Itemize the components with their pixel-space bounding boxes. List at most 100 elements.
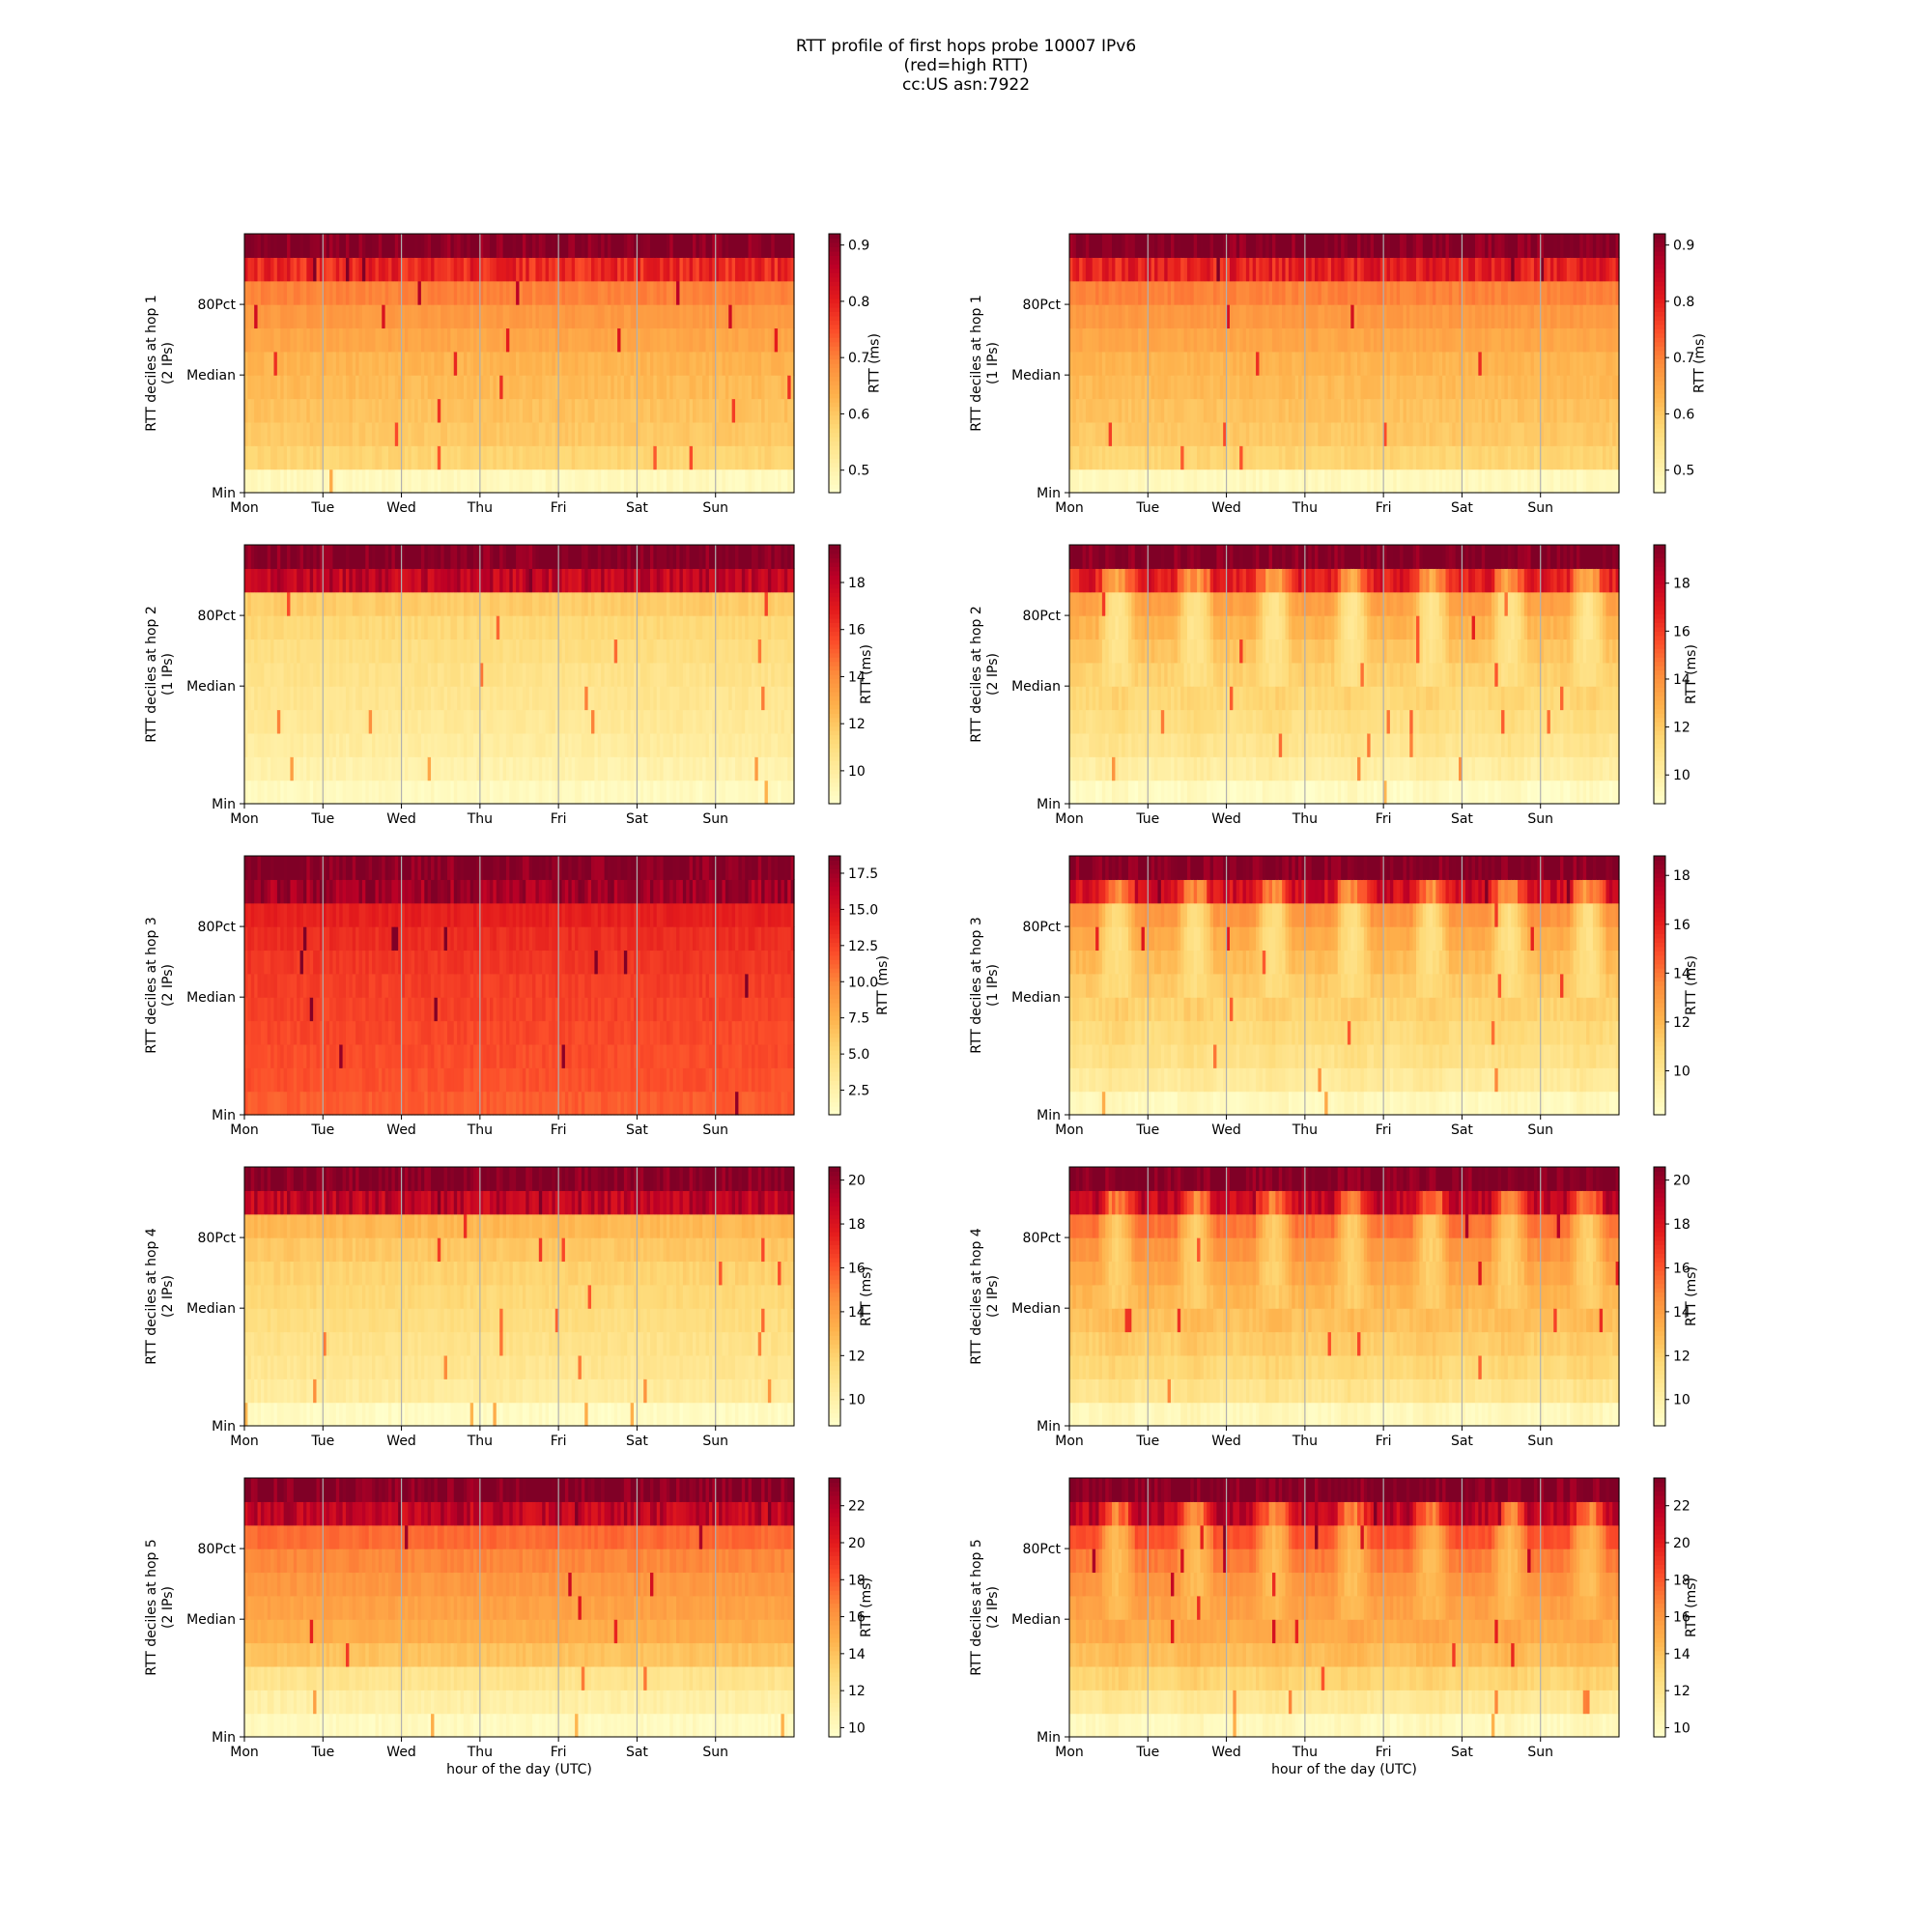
heatmap-cell	[526, 445, 530, 470]
heatmap-cell	[440, 469, 445, 494]
heatmap-cell	[666, 280, 670, 305]
heatmap-cell	[634, 351, 639, 376]
heatmap-cell	[391, 445, 396, 470]
heatmap-cell	[505, 280, 510, 305]
heatmap-cell	[287, 375, 292, 400]
heatmap-cell	[696, 327, 700, 353]
heatmap-cell	[316, 280, 321, 305]
heatmap-cell	[270, 421, 275, 446]
heatmap-cell	[584, 445, 589, 470]
heatmap-cell	[505, 398, 510, 423]
heatmap-cell	[502, 327, 507, 353]
heatmap-cell	[404, 280, 409, 305]
heatmap-cell	[620, 257, 625, 282]
heatmap-cell	[578, 280, 582, 305]
heatmap-cell	[594, 234, 599, 258]
heatmap-cell	[607, 280, 611, 305]
heatmap-cell	[587, 304, 592, 329]
heatmap-cell	[554, 304, 559, 329]
heatmap-cell	[554, 280, 559, 305]
heatmap-cell	[424, 351, 429, 376]
heatmap-cell	[313, 304, 318, 329]
heatmap-cell	[689, 351, 694, 376]
heatmap-cell	[483, 375, 488, 400]
heatmap-cell	[473, 375, 478, 400]
heatmap-cell	[653, 445, 658, 470]
heatmap-cell	[297, 304, 301, 329]
heatmap-cell	[469, 351, 474, 376]
heatmap-cell	[496, 421, 500, 446]
heatmap-cell	[306, 351, 311, 376]
heatmap-cell	[450, 304, 455, 329]
heatmap-cell	[388, 351, 393, 376]
colorbar-segment	[829, 367, 840, 373]
heatmap-cell	[378, 327, 383, 353]
heatmap-cell	[382, 398, 386, 423]
heatmap-cell	[378, 351, 383, 376]
heatmap-cell	[607, 375, 611, 400]
heatmap-cell	[276, 469, 281, 494]
heatmap-cell	[722, 375, 726, 400]
heatmap-cell	[306, 327, 311, 353]
heatmap-cell	[627, 398, 632, 423]
heatmap-cell	[584, 375, 589, 400]
heatmap-cell	[273, 280, 278, 305]
heatmap-cell	[479, 257, 484, 282]
heatmap-cell	[735, 469, 740, 494]
heatmap-cell	[558, 257, 563, 282]
heatmap-cell	[443, 257, 448, 282]
heatmap-cell	[339, 257, 344, 282]
heatmap-cell	[676, 280, 681, 305]
heatmap-cell	[276, 280, 281, 305]
heatmap-cell	[352, 327, 356, 353]
heatmap-cell	[620, 304, 625, 329]
heatmap-cell	[705, 257, 710, 282]
heatmap-cell	[299, 327, 304, 353]
heatmap-cell	[509, 375, 514, 400]
heatmap-cell	[273, 421, 278, 446]
heatmap-cell	[542, 469, 547, 494]
heatmap-cell	[554, 445, 559, 470]
heatmap-cell	[502, 375, 507, 400]
colorbar-segment	[1654, 402, 1665, 408]
heatmap-cell	[496, 280, 500, 305]
heatmap-cell	[375, 469, 380, 494]
heatmap-cell	[287, 257, 292, 282]
heatmap-cell	[587, 421, 592, 446]
heatmap-cell	[705, 327, 710, 353]
heatmap-cell	[535, 280, 540, 305]
heatmap-cell	[257, 445, 262, 470]
heatmap-cell	[427, 257, 432, 282]
heatmap-cell	[479, 421, 484, 446]
heatmap-cell	[365, 280, 370, 305]
heatmap-cell	[502, 445, 507, 470]
heatmap-cell	[696, 234, 700, 258]
heatmap-cell	[247, 257, 252, 282]
heatmap-cell	[414, 445, 419, 470]
heatmap-cell	[339, 445, 344, 470]
heatmap-cell	[731, 421, 736, 446]
heatmap-cell	[323, 445, 327, 470]
heatmap-cell	[643, 421, 648, 446]
heatmap-cell	[708, 469, 713, 494]
heatmap-cell	[708, 234, 713, 258]
heatmap-cell	[446, 445, 451, 470]
heatmap-cell	[290, 257, 295, 282]
heatmap-cell	[611, 469, 615, 494]
heatmap-cell	[287, 351, 292, 376]
heatmap-cell	[741, 469, 746, 494]
heatmap-cell	[352, 445, 356, 470]
heatmap-cell	[306, 469, 311, 494]
heatmap-cell	[299, 398, 304, 423]
heatmap-cell	[476, 375, 481, 400]
heatmap-cell	[257, 469, 262, 494]
y-tick-label: 80Pct	[198, 298, 237, 313]
heatmap-cell	[693, 351, 696, 376]
heatmap-cell	[443, 280, 448, 305]
heatmap-cell	[476, 469, 481, 494]
heatmap-cell	[601, 469, 606, 494]
heatmap-cell	[345, 351, 350, 376]
heatmap-cell	[637, 351, 641, 376]
heatmap-cell	[394, 257, 399, 282]
heatmap-cell	[411, 257, 415, 282]
